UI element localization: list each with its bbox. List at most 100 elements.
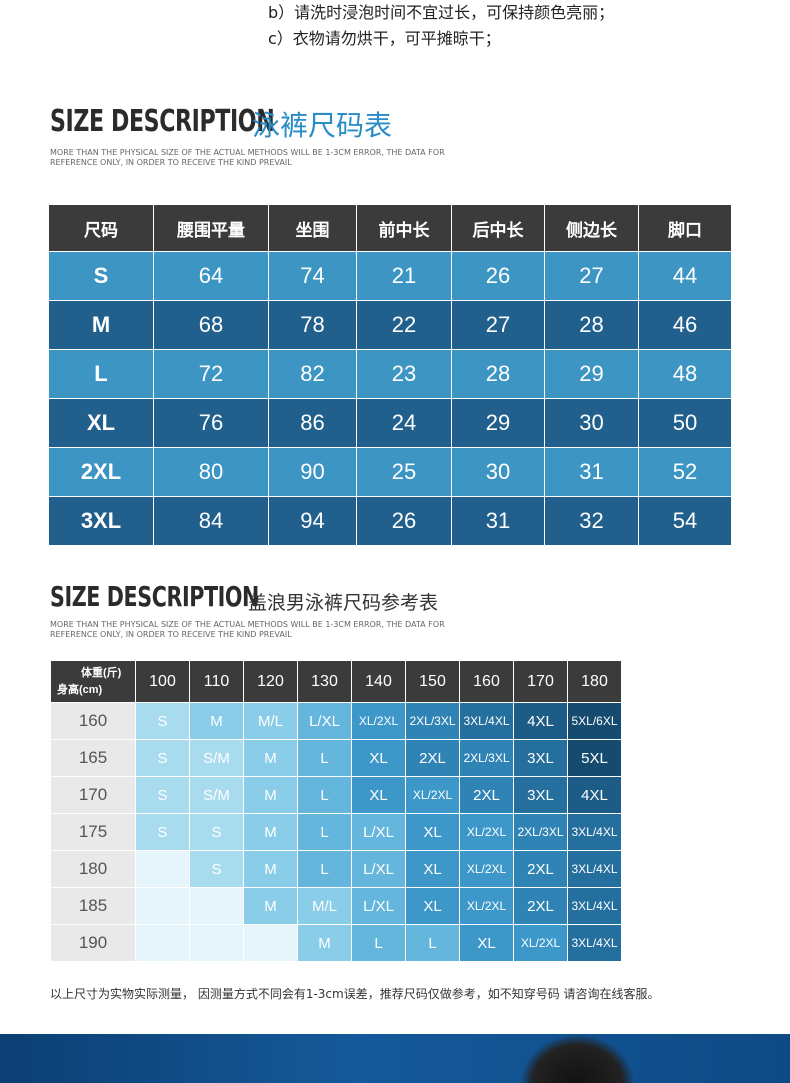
- size-recommendation-cell: M: [243, 850, 298, 888]
- size-cell: M: [48, 300, 154, 350]
- table-row: M 68 78 22 27 28 46: [48, 300, 732, 350]
- size-recommendation-cell: XL: [459, 924, 514, 962]
- measurement-cell: 50: [638, 398, 732, 448]
- size-recommendation-cell: 3XL: [513, 739, 568, 777]
- size-recommendation-cell: L/XL: [351, 887, 406, 925]
- size-recommendation-cell: M: [297, 924, 352, 962]
- table-row: 165 S S/M M L XL 2XL 2XL/3XL 3XL 5XL: [50, 739, 622, 777]
- care-note-b: b）请洗时浸泡时间不宜过长，可保持颜色亮丽；: [268, 3, 615, 22]
- measurement-cell: 30: [544, 398, 639, 448]
- size-recommendation-cell: 3XL/4XL: [567, 813, 622, 851]
- title-en: SIZE DESCRIPTION: [50, 580, 259, 613]
- size-recommendation-cell: 3XL: [513, 776, 568, 814]
- measurement-cell: 29: [544, 349, 639, 399]
- size-recommendation-cell: 2XL: [513, 887, 568, 925]
- size-recommendation-cell: XL/2XL: [513, 924, 568, 962]
- bottom-banner-image: [0, 1034, 790, 1083]
- weight-header: 150: [405, 660, 460, 703]
- weight-label: 体重(斤): [81, 667, 122, 679]
- weight-header: 120: [243, 660, 298, 703]
- header-waist: 腰围平量: [153, 204, 269, 252]
- size-cell: L: [48, 349, 154, 399]
- measurement-cell: 26: [451, 251, 545, 301]
- size-cell: 3XL: [48, 496, 154, 546]
- height-cell: 160: [50, 702, 136, 740]
- table-header-row: 体重(斤) 身高(cm) 100 110 120 130 140 150 160 170 180: [50, 660, 622, 703]
- table-row: XL 76 86 24 29 30 50: [48, 398, 732, 448]
- size-recommendation-cell: 3XL/4XL: [459, 702, 514, 740]
- table-header-row: 尺码 腰围平量 坐围 前中长 后中长 侧边长 脚口: [48, 204, 732, 252]
- weight-header: 180: [567, 660, 622, 703]
- header-back-rise: 后中长: [451, 204, 545, 252]
- size-recommendation-cell: XL: [405, 813, 460, 851]
- height-cell: 170: [50, 776, 136, 814]
- table-row: 2XL 80 90 25 30 31 52: [48, 447, 732, 497]
- measurement-cell: 52: [638, 447, 732, 497]
- size-recommendation-cell: L/XL: [297, 702, 352, 740]
- size-recommendation-cell: S: [135, 739, 190, 777]
- size-recommendation-cell: 3XL/4XL: [567, 924, 622, 962]
- empty-cell: [135, 850, 190, 888]
- empty-cell: [135, 924, 190, 962]
- table-row: 175 S S M L L/XL XL XL/2XL 2XL/3XL 3XL/4XL: [50, 813, 622, 851]
- size-recommendation-cell: XL/2XL: [459, 850, 514, 888]
- measurement-cell: 94: [268, 496, 357, 546]
- measurement-cell: 80: [153, 447, 269, 497]
- size-recommendation-cell: 2XL: [459, 776, 514, 814]
- measurement-cell: 30: [451, 447, 545, 497]
- size-recommendation-cell: M: [243, 887, 298, 925]
- size-recommendation-cell: XL: [405, 850, 460, 888]
- size-recommendation-cell: S: [135, 702, 190, 740]
- reference-table-note: MORE THAN THE PHYSICAL SIZE OF THE ACTUA…: [50, 620, 445, 639]
- title-en: SIZE DESCRIPTION: [50, 104, 275, 139]
- measurement-cell: 74: [268, 251, 357, 301]
- table-row: S 64 74 21 26 27 44: [48, 251, 732, 301]
- weight-header: 100: [135, 660, 190, 703]
- size-recommendation-cell: S: [135, 776, 190, 814]
- header-front-rise: 前中长: [356, 204, 452, 252]
- measurement-cell: 24: [356, 398, 452, 448]
- size-recommendation-cell: 5XL: [567, 739, 622, 777]
- measurement-cell: 21: [356, 251, 452, 301]
- size-recommendation-cell: XL/2XL: [459, 813, 514, 851]
- measurement-cell: 54: [638, 496, 732, 546]
- title-cn: 盖浪男泳裤尺码参考表: [248, 592, 439, 614]
- size-recommendation-cell: XL: [351, 776, 406, 814]
- measurement-cell: 27: [544, 251, 639, 301]
- weight-header: 130: [297, 660, 352, 703]
- measurement-cell: 26: [356, 496, 452, 546]
- height-cell: 190: [50, 924, 136, 962]
- measurement-cell: 76: [153, 398, 269, 448]
- model-head-image: [520, 1034, 635, 1083]
- measurement-cell: 78: [268, 300, 357, 350]
- size-recommendation-cell: 2XL/3XL: [405, 702, 460, 740]
- size-recommendation-cell: 2XL/3XL: [513, 813, 568, 851]
- empty-cell: [135, 887, 190, 925]
- size-cell: 2XL: [48, 447, 154, 497]
- header-hip: 坐围: [268, 204, 357, 252]
- size-recommendation-cell: M/L: [243, 702, 298, 740]
- measurement-cell: 27: [451, 300, 545, 350]
- table-row: 180 S M L L/XL XL XL/2XL 2XL 3XL/4XL: [50, 850, 622, 888]
- header-side-length: 侧边长: [544, 204, 639, 252]
- size-recommendation-cell: M: [243, 739, 298, 777]
- table-row: 3XL 84 94 26 31 32 54: [48, 496, 732, 546]
- measurement-cell: 90: [268, 447, 357, 497]
- measurement-cell: 28: [451, 349, 545, 399]
- table-row: 190 M L L XL XL/2XL 3XL/4XL: [50, 924, 622, 962]
- size-recommendation-cell: L: [405, 924, 460, 962]
- header-leg-opening: 脚口: [638, 204, 732, 252]
- height-cell: 165: [50, 739, 136, 777]
- measurement-cell: 84: [153, 496, 269, 546]
- footer-note: 以上尺寸为实物实际测量， 因测量方式不同会有1-3cm误差，推荐尺码仅做参考，如…: [50, 987, 660, 1001]
- header-size: 尺码: [48, 204, 154, 252]
- corner-header: 体重(斤) 身高(cm): [50, 660, 136, 703]
- weight-header: 140: [351, 660, 406, 703]
- size-recommendation-cell: XL/2XL: [405, 776, 460, 814]
- weight-header: 110: [189, 660, 244, 703]
- table-row: L 72 82 23 28 29 48: [48, 349, 732, 399]
- size-recommendation-cell: 3XL/4XL: [567, 850, 622, 888]
- size-recommendation-cell: 4XL: [567, 776, 622, 814]
- measurement-cell: 46: [638, 300, 732, 350]
- size-recommendation-cell: 2XL: [405, 739, 460, 777]
